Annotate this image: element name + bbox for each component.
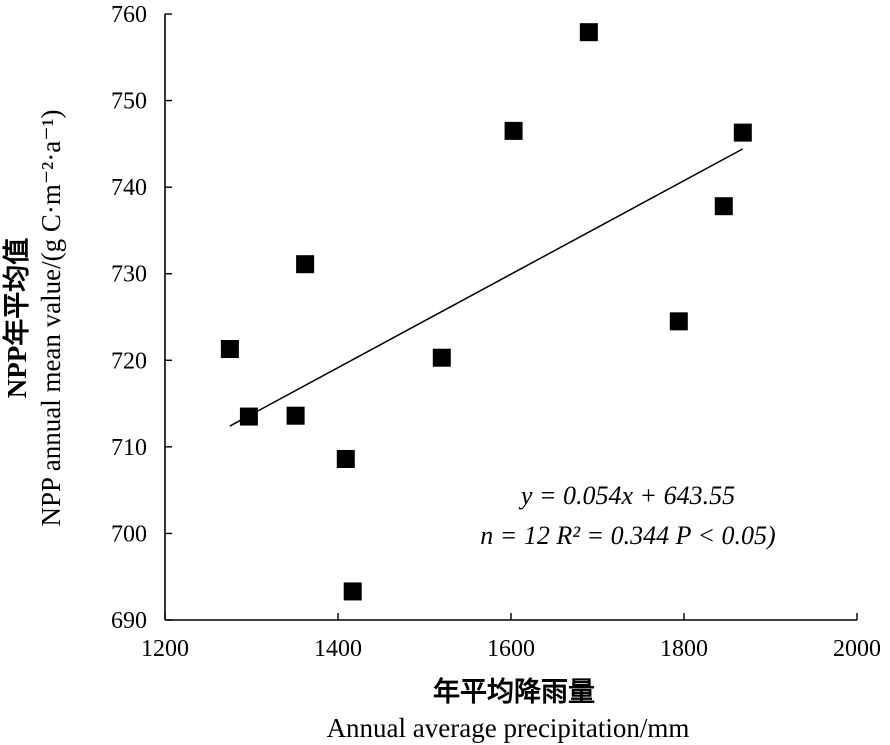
data-point	[343, 582, 362, 601]
regression-equation: y = 0.054x + 643.55	[518, 481, 735, 510]
ticks: 1200 1400 1600 1800 2000 690 700 710 720 730 740 75…	[111, 2, 881, 662]
x-tick-label: 1400	[314, 636, 362, 662]
x-tick-label: 1800	[660, 636, 708, 662]
y-axis-title-english: NPP annual mean value/(g C·m⁻²·a⁻¹)	[36, 109, 66, 526]
x-axis-title-english: Annual average precipitation/mm	[327, 713, 690, 743]
data-point	[296, 255, 315, 274]
regression-statistics: n = 12 R² = 0.344 P < 0.05)	[480, 521, 775, 550]
y-tick-label: 730	[111, 262, 147, 288]
x-tick-label: 2000	[833, 636, 881, 662]
data-point	[286, 406, 305, 425]
data-point	[432, 348, 451, 367]
y-tick-label: 760	[111, 2, 147, 28]
y-tick-label: 710	[111, 435, 147, 461]
data-point	[714, 197, 733, 216]
y-tick-label: 690	[111, 608, 147, 634]
y-tick-label: 720	[111, 348, 147, 374]
y-tick-label: 740	[111, 175, 147, 201]
y-tick-label: 750	[111, 89, 147, 115]
data-point	[220, 340, 239, 359]
data-points	[220, 23, 752, 601]
y-tick-label: 700	[111, 521, 147, 547]
data-point	[579, 23, 598, 42]
x-axis-title-chinese: 年平均降雨量	[433, 676, 595, 707]
data-point	[504, 121, 523, 140]
trendline-group	[229, 148, 744, 427]
data-point	[733, 123, 752, 142]
data-point	[669, 312, 688, 331]
trendline	[229, 148, 744, 427]
y-axis-title-chinese: NPP年平均值	[1, 238, 32, 398]
data-point	[239, 407, 258, 426]
x-tick-label: 1600	[487, 636, 535, 662]
data-point	[336, 449, 355, 468]
x-tick-label: 1200	[141, 636, 189, 662]
